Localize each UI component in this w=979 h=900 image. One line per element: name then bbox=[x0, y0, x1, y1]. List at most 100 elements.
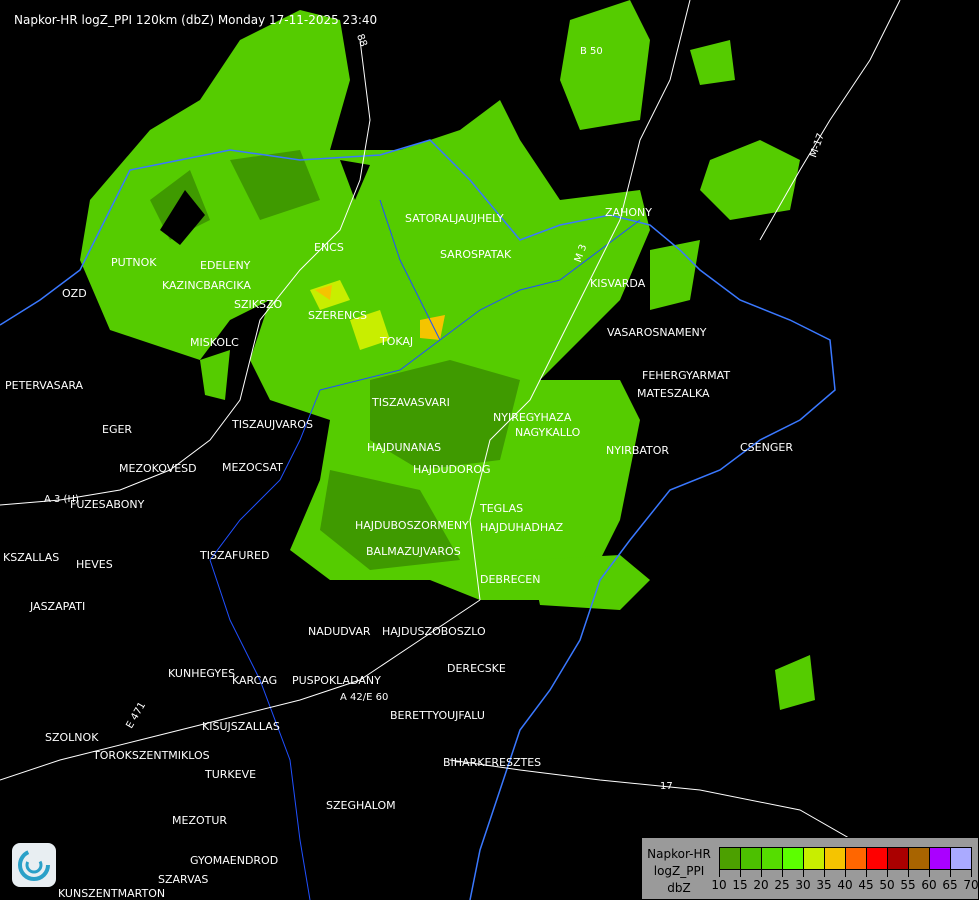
city-label: OZD bbox=[62, 287, 87, 300]
city-label: TISZAFURED bbox=[200, 549, 270, 562]
legend-tick-label: 50 bbox=[879, 878, 895, 892]
legend-swatch bbox=[720, 848, 741, 869]
city-label: GYOMAENDROD bbox=[190, 854, 279, 867]
city-label: MISKOLC bbox=[190, 336, 239, 349]
roads bbox=[0, 0, 979, 881]
city-label: SZEGHALOM bbox=[326, 799, 396, 812]
legend-tick-mark bbox=[761, 870, 762, 877]
city-label: CSENGER bbox=[740, 441, 793, 454]
map-title: Napkor-HR logZ_PPI 120km (dbZ) Monday 17… bbox=[14, 13, 378, 27]
city-label: NYIREGYHAZA bbox=[493, 411, 572, 424]
city-label: MEZOKOVESD bbox=[119, 462, 197, 475]
city-label: EGER bbox=[102, 423, 133, 436]
legend-tick-label: 15 bbox=[732, 878, 748, 892]
city-label: MATESZALKA bbox=[637, 387, 710, 400]
city-label: DERECSKE bbox=[447, 662, 506, 675]
legend-tick-mark bbox=[719, 870, 720, 877]
legend-ticks bbox=[719, 869, 972, 878]
city-label: KSZALLAS bbox=[3, 551, 60, 564]
legend-tick-label: 45 bbox=[858, 878, 874, 892]
city-label: PUSPOKLADANY bbox=[292, 674, 381, 687]
legend-tick-mark bbox=[950, 870, 951, 877]
weather-service-swirl-icon bbox=[12, 843, 56, 887]
city-label: HAJDUBOSZORMENY bbox=[355, 519, 469, 532]
city-label: SATORALJAUJHELY bbox=[405, 212, 504, 225]
city-label: JASZAPATI bbox=[30, 600, 86, 613]
city-label: SAROSPATAK bbox=[440, 248, 512, 261]
city-label: TISZAVASVARI bbox=[372, 396, 450, 409]
legend-tick-mark bbox=[824, 870, 825, 877]
city-label: ENCS bbox=[314, 241, 344, 254]
city-label: SZARVAS bbox=[158, 873, 209, 886]
radar-gaps bbox=[160, 160, 370, 245]
city-label: PUTNOK bbox=[111, 256, 157, 269]
city-label: TEGLAS bbox=[480, 502, 524, 515]
city-label: HAJDUSZOBOSZLO bbox=[382, 625, 486, 638]
city-label: NAGYKALLO bbox=[515, 426, 581, 439]
legend-swatch bbox=[888, 848, 909, 869]
city-label: HAJDUNANAS bbox=[367, 441, 442, 454]
city-label: BALMAZUJVAROS bbox=[366, 545, 461, 558]
rivers bbox=[209, 199, 641, 900]
road-label: A 3 (H) bbox=[44, 494, 79, 505]
city-label: TURKEVE bbox=[205, 768, 257, 781]
city-label: HEVES bbox=[76, 558, 113, 571]
city-label: TOKAJ bbox=[380, 335, 414, 348]
city-label: DEBRECEN bbox=[480, 573, 541, 586]
legend-line: dbZ bbox=[667, 881, 691, 895]
city-label: KARCAG bbox=[232, 674, 278, 687]
legend-colorbar bbox=[719, 847, 972, 870]
city-label: TISZAUJVAROS bbox=[232, 418, 313, 431]
legend-tick-mark bbox=[866, 870, 867, 877]
city-label: HAJDUDOROG bbox=[413, 463, 491, 476]
legend-tick-label: 25 bbox=[774, 878, 790, 892]
radar-echoes-strong bbox=[315, 285, 445, 340]
city-label: SZERENCS bbox=[308, 309, 367, 322]
country-border bbox=[0, 139, 836, 900]
city-label: PETERVASARA bbox=[5, 379, 84, 392]
legend-tick-mark bbox=[782, 870, 783, 877]
city-label: KAZINCBARCIKA bbox=[162, 279, 251, 292]
city-label: VASAROSNAMENY bbox=[607, 326, 707, 339]
legend-tick-mark bbox=[887, 870, 888, 877]
legend-tick-label: 70 bbox=[963, 878, 979, 892]
city-label: BERETTYOUJFALU bbox=[390, 709, 485, 722]
city-label: FUZESABONY bbox=[70, 498, 145, 511]
legend-swatch bbox=[804, 848, 825, 869]
legend-swatch bbox=[846, 848, 867, 869]
legend-tick-mark bbox=[803, 870, 804, 877]
legend-tick-mark bbox=[845, 870, 846, 877]
city-label: MEZOTUR bbox=[172, 814, 228, 827]
legend-line: Napkor-HR bbox=[647, 847, 711, 861]
legend-swatch bbox=[951, 848, 971, 869]
city-label: FEHERGYARMAT bbox=[642, 369, 731, 382]
legend-tick-label: 30 bbox=[795, 878, 811, 892]
city-label: KUNSZENTMARTON bbox=[58, 887, 166, 900]
legend-label: Napkor-HR logZ_PPI dbZ bbox=[646, 846, 712, 897]
radar-echoes bbox=[80, 0, 815, 710]
legend-tick-mark bbox=[740, 870, 741, 877]
legend-tick-mark bbox=[971, 870, 972, 877]
city-label: NADUDVAR bbox=[308, 625, 371, 638]
legend-tick-label: 40 bbox=[837, 878, 853, 892]
city-label: SZIKSZO bbox=[234, 298, 283, 311]
legend-tick-mark bbox=[908, 870, 909, 877]
city-label: TOROKSZENTMIKLOS bbox=[93, 749, 210, 762]
road-label: B 50 bbox=[580, 46, 603, 57]
city-label: MEZOCSAT bbox=[222, 461, 283, 474]
legend-tick-label: 20 bbox=[753, 878, 769, 892]
legend-tick-label: 55 bbox=[900, 878, 916, 892]
legend-tick-label: 35 bbox=[816, 878, 832, 892]
legend-tick-label: 10 bbox=[711, 878, 727, 892]
city-label: SZOLNOK bbox=[45, 731, 99, 744]
road-label: 17 bbox=[660, 781, 673, 792]
city-label: NYIRBATOR bbox=[606, 444, 670, 457]
legend-line: logZ_PPI bbox=[653, 864, 705, 878]
legend-tick-label: 60 bbox=[921, 878, 937, 892]
road-label: A 42/E 60 bbox=[340, 692, 389, 703]
city-label: BIHARKERESZTES bbox=[443, 756, 542, 769]
legend-swatch bbox=[825, 848, 846, 869]
legend-swatch bbox=[867, 848, 888, 869]
city-label: KISVARDA bbox=[590, 277, 646, 290]
